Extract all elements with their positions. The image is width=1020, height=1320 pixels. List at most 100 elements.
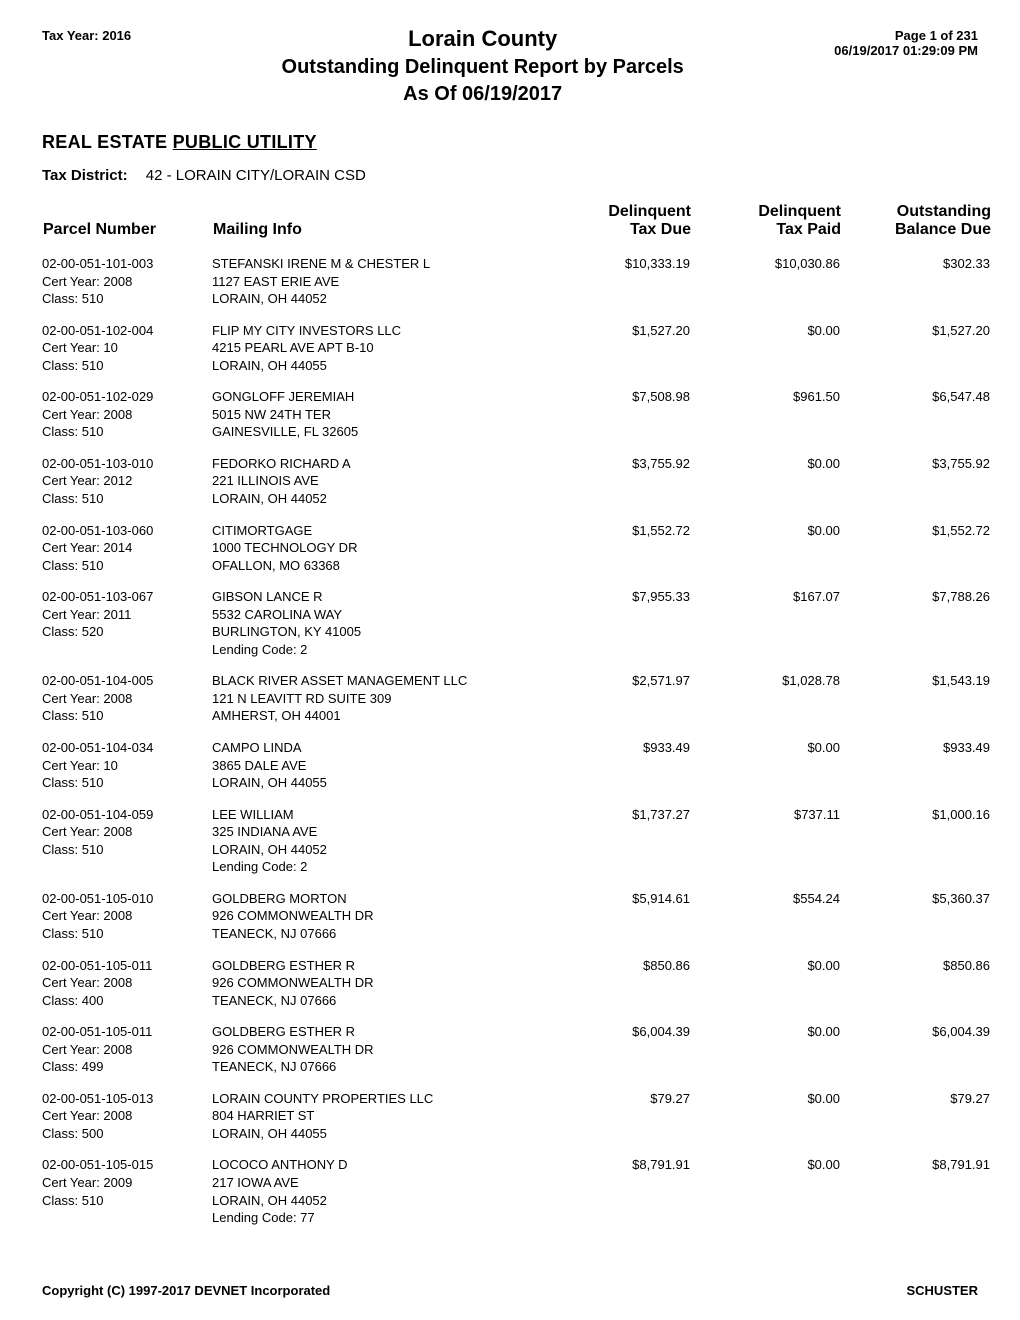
timestamp: 06/19/2017 01:29:09 PM [834,43,978,58]
tax-due-cell: $3,755.92 [542,445,692,512]
table-row: 02-00-051-103-067Cert Year: 2011Class: 5… [42,578,992,662]
mailing-line: 926 COMMONWEALTH DR [212,907,542,925]
cert-year: Cert Year: 2008 [42,974,212,992]
report-title-block: Lorain County Outstanding Delinquent Rep… [131,28,834,106]
mailing-line: FEDORKO RICHARD A [212,455,542,473]
tax-paid-cell: $167.07 [692,578,842,662]
mailing-line: 4215 PEARL AVE APT B-10 [212,339,542,357]
mailing-line: BLACK RIVER ASSET MANAGEMENT LLC [212,672,542,690]
col-due-header: Delinquent Tax Due [542,202,692,245]
mailing-line: GAINESVILLE, FL 32605 [212,423,542,441]
table-row: 02-00-051-105-010Cert Year: 2008Class: 5… [42,880,992,947]
mailing-cell: LEE WILLIAM325 INDIANA AVELORAIN, OH 440… [212,796,542,880]
section-underlined: PUBLIC UTILITY [173,132,317,152]
class-code: Class: 510 [42,925,212,943]
cert-year: Cert Year: 2014 [42,539,212,557]
table-row: 02-00-051-104-059Cert Year: 2008Class: 5… [42,796,992,880]
col-paid-top: Delinquent [693,203,841,221]
mailing-line: LORAIN, OH 44052 [212,290,542,308]
col-mailing-header: Mailing Info [212,202,542,245]
mailing-line: FLIP MY CITY INVESTORS LLC [212,322,542,340]
tax-paid-cell: $10,030.86 [692,245,842,312]
tax-district-value: 42 - LORAIN CITY/LORAIN CSD [146,167,366,184]
parcel-number: 02-00-051-103-067 [42,588,212,606]
delinquent-table: Parcel Number Mailing Info Delinquent Ta… [42,202,992,1231]
tax-due-cell: $7,508.98 [542,378,692,445]
col-paid-header: Delinquent Tax Paid [692,202,842,245]
report-footer: Copyright (C) 1997-2017 DEVNET Incorpora… [42,1283,978,1298]
parcel-cell: 02-00-051-101-003Cert Year: 2008Class: 5… [42,245,212,312]
col-bal-header: Outstanding Balance Due [842,202,992,245]
table-row: 02-00-051-101-003Cert Year: 2008Class: 5… [42,245,992,312]
parcel-number: 02-00-051-104-034 [42,739,212,757]
col-parcel-label: Parcel Number [43,221,156,238]
balance-due-cell: $1,527.20 [842,312,992,379]
footer-copyright: Copyright (C) 1997-2017 DEVNET Incorpora… [42,1283,330,1298]
table-row: 02-00-051-105-011Cert Year: 2008Class: 4… [42,947,992,1014]
report-page: Tax Year: 2016 Lorain County Outstanding… [0,0,1020,1320]
mailing-line: BURLINGTON, KY 41005 [212,623,542,641]
mailing-line: 804 HARRIET ST [212,1107,542,1125]
mailing-cell: GOLDBERG MORTON926 COMMONWEALTH DRTEANEC… [212,880,542,947]
mailing-line: LEE WILLIAM [212,806,542,824]
mailing-cell: GIBSON LANCE R5532 CAROLINA WAYBURLINGTO… [212,578,542,662]
table-row: 02-00-051-104-034Cert Year: 10Class: 510… [42,729,992,796]
mailing-cell: GONGLOFF JEREMIAH5015 NW 24TH TERGAINESV… [212,378,542,445]
cert-year: Cert Year: 2012 [42,472,212,490]
tax-paid-cell: $0.00 [692,1080,842,1147]
parcel-cell: 02-00-051-104-059Cert Year: 2008Class: 5… [42,796,212,880]
cert-year: Cert Year: 2008 [42,823,212,841]
balance-due-cell: $7,788.26 [842,578,992,662]
mailing-line: 221 ILLINOIS AVE [212,472,542,490]
cert-year: Cert Year: 2008 [42,406,212,424]
balance-due-cell: $5,360.37 [842,880,992,947]
balance-due-cell: $79.27 [842,1080,992,1147]
mailing-line: LORAIN, OH 44052 [212,841,542,859]
tax-due-cell: $10,333.19 [542,245,692,312]
cert-year: Cert Year: 10 [42,757,212,775]
tax-year-label: Tax Year: 2016 [42,28,131,43]
mailing-line: LORAIN, OH 44052 [212,490,542,508]
parcel-cell: 02-00-051-103-067Cert Year: 2011Class: 5… [42,578,212,662]
tax-due-cell: $8,791.91 [542,1146,692,1230]
mailing-cell: GOLDBERG ESTHER R926 COMMONWEALTH DRTEAN… [212,1013,542,1080]
class-code: Class: 510 [42,1192,212,1210]
cert-year: Cert Year: 2011 [42,606,212,624]
section-heading: REAL ESTATE PUBLIC UTILITY [42,132,978,153]
tax-district-label: Tax District: [42,167,128,184]
parcel-number: 02-00-051-105-013 [42,1090,212,1108]
class-code: Class: 510 [42,357,212,375]
mailing-line: GIBSON LANCE R [212,588,542,606]
tax-due-cell: $79.27 [542,1080,692,1147]
class-code: Class: 510 [42,557,212,575]
mailing-line: TEANECK, NJ 07666 [212,992,542,1010]
parcel-cell: 02-00-051-102-004Cert Year: 10Class: 510 [42,312,212,379]
table-row: 02-00-051-102-004Cert Year: 10Class: 510… [42,312,992,379]
table-row: 02-00-051-103-060Cert Year: 2014Class: 5… [42,512,992,579]
tax-paid-cell: $0.00 [692,445,842,512]
balance-due-cell: $1,543.19 [842,662,992,729]
parcel-number: 02-00-051-105-011 [42,1023,212,1041]
class-code: Class: 510 [42,490,212,508]
table-row: 02-00-051-105-011Cert Year: 2008Class: 4… [42,1013,992,1080]
mailing-line: LORAIN, OH 44052 [212,1192,542,1210]
parcel-number: 02-00-051-104-005 [42,672,212,690]
cert-year: Cert Year: 2008 [42,690,212,708]
tax-due-cell: $1,552.72 [542,512,692,579]
parcel-cell: 02-00-051-105-015Cert Year: 2009Class: 5… [42,1146,212,1230]
table-body: 02-00-051-101-003Cert Year: 2008Class: 5… [42,245,992,1231]
report-header: Tax Year: 2016 Lorain County Outstanding… [42,28,978,106]
mailing-line: TEANECK, NJ 07666 [212,1058,542,1076]
mailing-line: 121 N LEAVITT RD SUITE 309 [212,690,542,708]
mailing-line: LORAIN, OH 44055 [212,357,542,375]
balance-due-cell: $302.33 [842,245,992,312]
cert-year: Cert Year: 2008 [42,1041,212,1059]
mailing-line: AMHERST, OH 44001 [212,707,542,725]
mailing-line: LORAIN COUNTY PROPERTIES LLC [212,1090,542,1108]
tax-due-cell: $1,737.27 [542,796,692,880]
mailing-line: LOCOCO ANTHONY D [212,1156,542,1174]
col-paid-bottom: Tax Paid [776,221,841,238]
mailing-line: LORAIN, OH 44055 [212,1125,542,1143]
mailing-line: 217 IOWA AVE [212,1174,542,1192]
mailing-line: GOLDBERG ESTHER R [212,1023,542,1041]
